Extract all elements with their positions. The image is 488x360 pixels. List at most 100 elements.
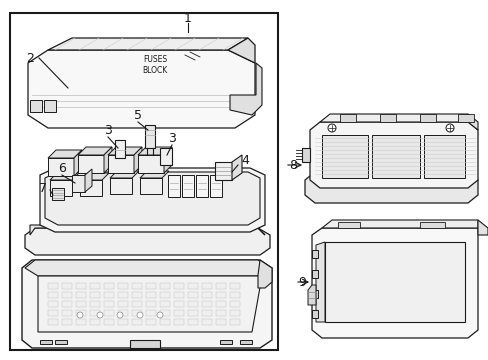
Polygon shape [48, 158, 74, 176]
Bar [76, 283, 86, 289]
Bar [62, 310, 72, 316]
Bar [229, 310, 240, 316]
Circle shape [327, 124, 335, 132]
Bar [146, 310, 156, 316]
Polygon shape [419, 222, 444, 228]
Polygon shape [231, 155, 242, 180]
Text: 1: 1 [183, 12, 192, 24]
Bar [62, 283, 72, 289]
Polygon shape [108, 147, 142, 155]
Polygon shape [419, 114, 435, 122]
Bar [229, 319, 240, 325]
Polygon shape [337, 222, 359, 228]
Bar [160, 310, 170, 316]
Polygon shape [457, 114, 473, 122]
Bar [132, 319, 142, 325]
Polygon shape [321, 135, 367, 178]
Text: 5: 5 [134, 108, 142, 122]
Bar [187, 301, 198, 307]
Polygon shape [74, 150, 82, 176]
Polygon shape [227, 38, 254, 63]
Polygon shape [196, 175, 207, 197]
Bar [202, 310, 212, 316]
Bar [48, 319, 58, 325]
Bar [90, 319, 100, 325]
Polygon shape [309, 122, 477, 188]
Polygon shape [311, 310, 317, 318]
Polygon shape [163, 147, 172, 173]
Polygon shape [315, 242, 325, 322]
Polygon shape [48, 38, 247, 50]
Bar [160, 301, 170, 307]
Polygon shape [115, 140, 125, 158]
Polygon shape [25, 260, 269, 276]
Bar [62, 292, 72, 298]
Bar [202, 301, 212, 307]
Polygon shape [258, 260, 271, 288]
Bar [48, 292, 58, 298]
Bar [160, 319, 170, 325]
Bar [104, 319, 114, 325]
Polygon shape [30, 225, 264, 235]
Bar [202, 292, 212, 298]
Text: 7: 7 [39, 181, 47, 194]
Bar [118, 283, 128, 289]
Bar [174, 310, 183, 316]
Polygon shape [321, 220, 477, 228]
Polygon shape [339, 114, 355, 122]
Bar [174, 283, 183, 289]
Bar [118, 292, 128, 298]
Polygon shape [108, 155, 134, 173]
Bar [76, 292, 86, 298]
Bar [187, 310, 198, 316]
Polygon shape [44, 100, 56, 112]
Bar [202, 319, 212, 325]
Polygon shape [80, 173, 109, 180]
Polygon shape [38, 276, 262, 332]
Polygon shape [25, 228, 269, 255]
Text: 2: 2 [26, 51, 34, 64]
Polygon shape [325, 242, 464, 322]
Bar [146, 319, 156, 325]
Bar [146, 301, 156, 307]
Polygon shape [215, 162, 231, 180]
Polygon shape [110, 171, 139, 178]
Bar [104, 283, 114, 289]
Polygon shape [52, 188, 64, 200]
Polygon shape [140, 178, 162, 194]
Bar [132, 310, 142, 316]
Bar [146, 292, 156, 298]
Polygon shape [138, 155, 163, 173]
Polygon shape [110, 178, 132, 194]
Bar [187, 319, 198, 325]
Polygon shape [55, 340, 67, 344]
Bar [216, 319, 225, 325]
Text: 3: 3 [104, 123, 112, 136]
Bar [146, 283, 156, 289]
Polygon shape [209, 175, 222, 197]
Polygon shape [477, 220, 487, 235]
Bar [118, 310, 128, 316]
Polygon shape [423, 135, 464, 178]
Bar [160, 292, 170, 298]
Bar [174, 292, 183, 298]
Bar [202, 283, 212, 289]
Bar [187, 292, 198, 298]
Bar [48, 283, 58, 289]
Bar [90, 283, 100, 289]
Bar [76, 301, 86, 307]
Polygon shape [160, 148, 172, 165]
Text: 3: 3 [168, 131, 176, 144]
Text: FUSES
BLOCK: FUSES BLOCK [142, 55, 167, 75]
Polygon shape [467, 114, 477, 130]
Polygon shape [220, 340, 231, 344]
Polygon shape [311, 250, 317, 258]
Bar [174, 319, 183, 325]
Polygon shape [311, 228, 477, 338]
Polygon shape [80, 180, 102, 196]
Bar [10, 13, 278, 350]
Bar [132, 301, 142, 307]
Circle shape [97, 312, 103, 318]
Text: 6: 6 [58, 162, 66, 175]
Polygon shape [30, 100, 42, 112]
